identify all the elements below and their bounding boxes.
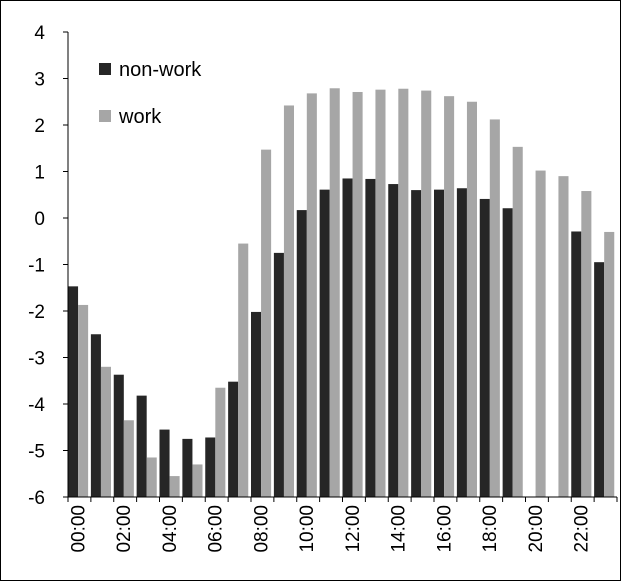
legend: non-work work xyxy=(99,59,202,128)
bar-work-21:00 xyxy=(558,176,569,497)
bar-work-02:00 xyxy=(123,420,134,497)
x-tick-label: 18:00 xyxy=(480,505,501,553)
bar-non-work-02:00 xyxy=(113,374,124,497)
legend-label-work: work xyxy=(118,106,162,128)
bar-work-11:00 xyxy=(329,88,340,498)
bar-work-04:00 xyxy=(169,476,180,497)
bar-work-12:00 xyxy=(352,91,363,497)
bar-non-work-14:00 xyxy=(388,184,399,497)
bar-work-05:00 xyxy=(192,464,203,497)
y-tick-label: 4 xyxy=(34,23,45,44)
y-tick-label: -2 xyxy=(28,302,45,323)
bar-layer xyxy=(68,88,615,498)
bar-non-work-17:00 xyxy=(456,188,467,498)
bar-work-06:00 xyxy=(215,387,226,497)
bar-work-10:00 xyxy=(306,93,317,497)
bar-non-work-13:00 xyxy=(365,178,376,497)
x-tick-label: 08:00 xyxy=(251,505,272,553)
legend-label-non-work: non-work xyxy=(119,59,202,81)
x-tick-label: 16:00 xyxy=(434,505,455,553)
bar-work-16:00 xyxy=(444,96,455,498)
bar-non-work-23:00 xyxy=(594,262,605,497)
bar-work-14:00 xyxy=(398,88,409,497)
x-tick-label: 02:00 xyxy=(114,505,135,553)
tick-label-layer: -6 -5 -4 -3 -2 -1 0 1 2 3 4 00:00 02:00 04:00 06:00 08:… xyxy=(28,23,593,553)
bar-work-15:00 xyxy=(421,90,432,497)
bar-non-work-09:00 xyxy=(273,252,284,498)
bar-work-19:00 xyxy=(512,146,523,497)
x-tick-label: 20:00 xyxy=(526,505,547,553)
bar-work-23:00 xyxy=(604,231,615,497)
bar-work-18:00 xyxy=(489,119,500,498)
bar-non-work-11:00 xyxy=(319,189,330,498)
bar-non-work-15:00 xyxy=(411,190,422,497)
x-tick-label: 14:00 xyxy=(389,505,410,553)
bar-work-08:00 xyxy=(261,149,272,497)
bar-non-work-10:00 xyxy=(296,210,307,497)
bar-work-20:00 xyxy=(535,170,546,497)
y-tick-label: -4 xyxy=(28,395,45,416)
x-tick-label: 12:00 xyxy=(343,505,364,553)
bar-work-03:00 xyxy=(146,457,157,497)
bar-non-work-05:00 xyxy=(182,438,193,498)
y-tick-label: 1 xyxy=(34,163,45,184)
legend-swatch-non-work xyxy=(99,63,111,75)
x-tick-label: 06:00 xyxy=(206,505,227,553)
y-tick-label: 3 xyxy=(34,70,45,91)
bar-non-work-03:00 xyxy=(136,395,147,497)
legend-swatch-work xyxy=(99,110,111,122)
y-tick-label: -3 xyxy=(28,349,45,370)
bar-non-work-18:00 xyxy=(479,198,490,497)
y-tick-label: 0 xyxy=(34,209,45,230)
bar-non-work-08:00 xyxy=(251,311,262,497)
bar-non-work-00:00 xyxy=(68,286,79,497)
bar-non-work-06:00 xyxy=(205,437,216,497)
bar-non-work-22:00 xyxy=(571,231,582,497)
x-tick-label: 00:00 xyxy=(68,505,89,553)
bar-non-work-01:00 xyxy=(90,334,101,497)
y-tick-label: -1 xyxy=(28,256,45,277)
bar-non-work-19:00 xyxy=(502,208,513,498)
y-tick-label: -6 xyxy=(28,488,45,509)
axes-layer xyxy=(63,31,618,502)
bar-work-07:00 xyxy=(238,243,249,497)
x-tick-label: 04:00 xyxy=(160,505,181,553)
bar-non-work-07:00 xyxy=(228,381,239,497)
x-tick-label: 10:00 xyxy=(297,505,318,553)
bar-work-22:00 xyxy=(581,191,592,497)
bar-non-work-12:00 xyxy=(342,178,353,497)
bar-non-work-16:00 xyxy=(434,189,445,498)
bar-work-00:00 xyxy=(78,304,89,497)
x-tick-label: 22:00 xyxy=(572,505,593,553)
bar-work-01:00 xyxy=(100,366,111,497)
bar-work-13:00 xyxy=(375,89,386,497)
bar-work-09:00 xyxy=(283,105,294,497)
y-tick-label: 2 xyxy=(34,116,45,137)
bar-non-work-04:00 xyxy=(159,429,170,497)
y-tick-label: -5 xyxy=(28,442,45,463)
bar-work-17:00 xyxy=(466,101,477,497)
